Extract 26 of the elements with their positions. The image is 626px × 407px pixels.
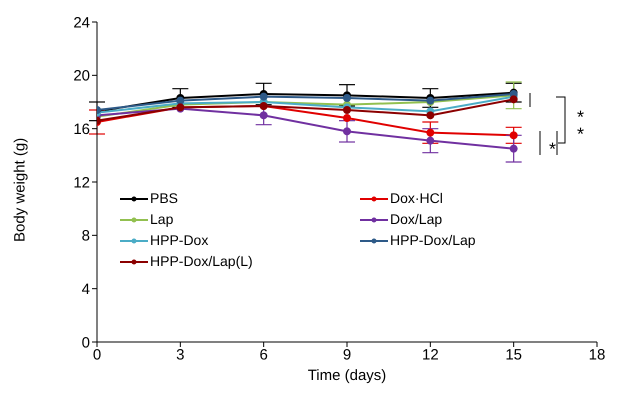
x-axis-title: Time (days): [308, 367, 386, 384]
x-tick-label: 15: [505, 346, 522, 364]
y-axis-title: Body weight (g): [11, 138, 28, 242]
legend-label: Lap: [150, 210, 174, 229]
x-tick-label: 0: [92, 346, 102, 364]
legend-label: Dox/Lap: [390, 210, 442, 229]
legend-label: HPP-Dox/Lap: [390, 231, 476, 250]
y-tick-label: 24: [73, 14, 90, 32]
x-tick-label: 3: [176, 346, 185, 364]
annotation: *: [577, 124, 584, 144]
legend-label: Dox·HCl: [390, 189, 443, 208]
y-tick-label: 12: [73, 174, 90, 192]
annotation: *: [549, 139, 556, 159]
y-tick-label: 8: [82, 228, 90, 245]
y-tick-label: 4: [82, 280, 90, 298]
legend-label: HPP-Dox/Lap(L): [150, 252, 253, 271]
x-tick-label: 18: [588, 346, 606, 364]
y-tick-label: 20: [73, 68, 90, 85]
x-tick-label: 12: [422, 346, 439, 364]
x-tick-label: 9: [342, 346, 352, 364]
legend-label: PBS: [150, 189, 178, 208]
x-tick-label: 6: [259, 346, 268, 364]
y-tick-label: 16: [73, 120, 90, 138]
legend-label: HPP-Dox: [150, 231, 208, 250]
annotation: *: [577, 107, 584, 127]
y-tick-label: 0: [82, 334, 90, 352]
